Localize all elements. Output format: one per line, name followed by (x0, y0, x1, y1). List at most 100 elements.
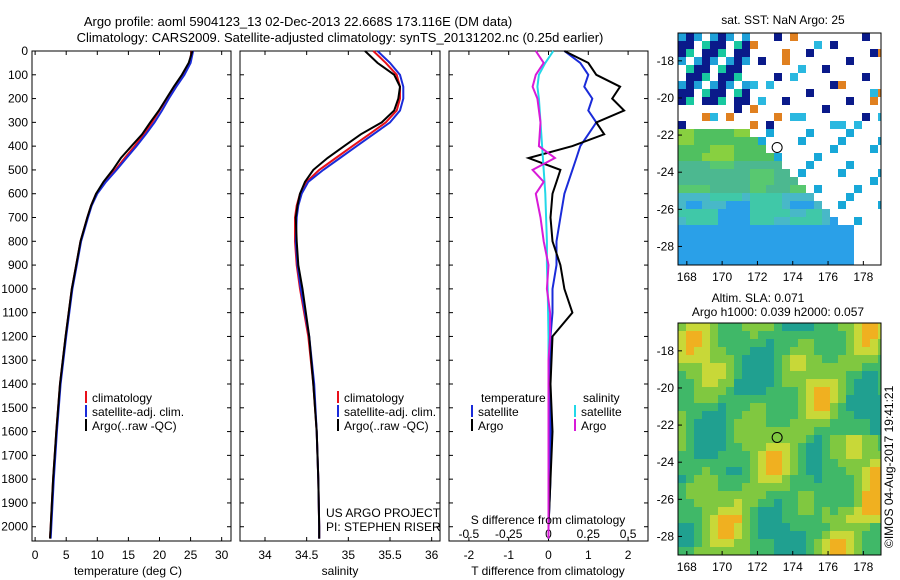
map-cell (734, 347, 742, 355)
map-cell (702, 41, 710, 49)
map-cell (774, 363, 782, 371)
map-cell (766, 515, 774, 523)
map-cell (750, 483, 758, 491)
map-cell (766, 355, 774, 363)
x-tick-label: 1 (585, 548, 592, 562)
map-cell (734, 531, 742, 539)
map-cell (678, 403, 686, 411)
map-cell (782, 201, 790, 209)
map-cell (862, 507, 870, 515)
panel-salinity: 34 34.5 35 35.5 36 salinity climatology sate… (239, 50, 441, 578)
map-cell (734, 193, 742, 201)
map-cell (870, 363, 878, 371)
map-cell (814, 225, 822, 233)
map-cell (686, 257, 694, 265)
x-tick-label: 25 (184, 548, 198, 562)
map-cell (798, 427, 806, 435)
map-cell (790, 507, 798, 515)
map-cell (726, 451, 734, 459)
map-cell (846, 467, 854, 475)
map-cell (878, 371, 881, 379)
map-cell (798, 113, 806, 121)
map-title: sat. SST: NaN Argo: 25 (721, 13, 845, 27)
map-cell (702, 387, 710, 395)
map-cell (870, 427, 878, 435)
map-cell (686, 331, 694, 339)
map-cell (822, 483, 830, 491)
map-cell (830, 515, 838, 523)
map-cell (734, 379, 742, 387)
map-cell (878, 403, 881, 411)
map-cell (790, 371, 798, 379)
map-cell (814, 451, 822, 459)
map-cell (830, 427, 838, 435)
legend-title-salinity: salinity (583, 391, 620, 405)
map-cell (734, 65, 742, 73)
map-cell (694, 355, 702, 363)
map-cell (862, 113, 870, 121)
map-cell (782, 435, 790, 443)
map-cell (774, 169, 782, 177)
map-cell (718, 145, 726, 153)
map-cell (726, 379, 734, 387)
map-cell (678, 379, 686, 387)
map-cell (862, 347, 870, 355)
map-cell (710, 379, 718, 387)
map-cell (870, 177, 878, 185)
map-cell (718, 379, 726, 387)
map-cell (678, 323, 686, 331)
map-cell (718, 499, 726, 507)
map-cell (766, 153, 774, 161)
map-cell (822, 507, 830, 515)
map-cell (694, 161, 702, 169)
map-cell (822, 387, 830, 395)
map-cell (694, 475, 702, 483)
map-cell (686, 41, 694, 49)
map-cell (814, 217, 822, 225)
map-cell (814, 331, 822, 339)
map-cell (742, 89, 750, 97)
y-tick-label: -28 (657, 239, 675, 253)
map-cell (846, 475, 854, 483)
map-cell (862, 443, 870, 451)
map-cell (742, 451, 750, 459)
x-tick-label: 0 (545, 548, 552, 562)
series-line-argo (525, 50, 626, 539)
map-cell (678, 355, 686, 363)
map-cell (774, 411, 782, 419)
map-cell (758, 427, 766, 435)
map-cell (710, 153, 718, 161)
map-cell (878, 427, 881, 435)
map-cell (734, 145, 742, 153)
series-line-satellite-adj-clim- (294, 50, 405, 539)
legend: climatology satellite-adj. clim. Argo(..… (337, 391, 436, 433)
map-cell (702, 523, 710, 531)
series-line-satellite-adj-clim- (49, 50, 195, 539)
map-cell (870, 467, 878, 475)
map-cell (878, 113, 881, 121)
map-cell (798, 419, 806, 427)
legend: temperature salinity satellite Argo sate… (471, 391, 622, 433)
map-cell (702, 411, 710, 419)
map-cell (758, 161, 766, 169)
map-cell (790, 459, 798, 467)
map-cell (766, 411, 774, 419)
map-cell (678, 169, 686, 177)
map-cell (766, 475, 774, 483)
map-cell (846, 483, 854, 491)
map-cell (870, 379, 878, 387)
map-cell (790, 435, 798, 443)
map-cell (686, 475, 694, 483)
map-cell (742, 41, 750, 49)
map-cell (678, 483, 686, 491)
map-cell (758, 153, 766, 161)
map-cell (734, 339, 742, 347)
map-cell (710, 395, 718, 403)
map-title-line1: Altim. SLA: 0.071 (712, 291, 805, 305)
map-cell (750, 427, 758, 435)
map-cell (846, 459, 854, 467)
map-cell (734, 185, 742, 193)
map-cell (710, 347, 718, 355)
map-cell (774, 153, 782, 161)
map-cell (710, 387, 718, 395)
